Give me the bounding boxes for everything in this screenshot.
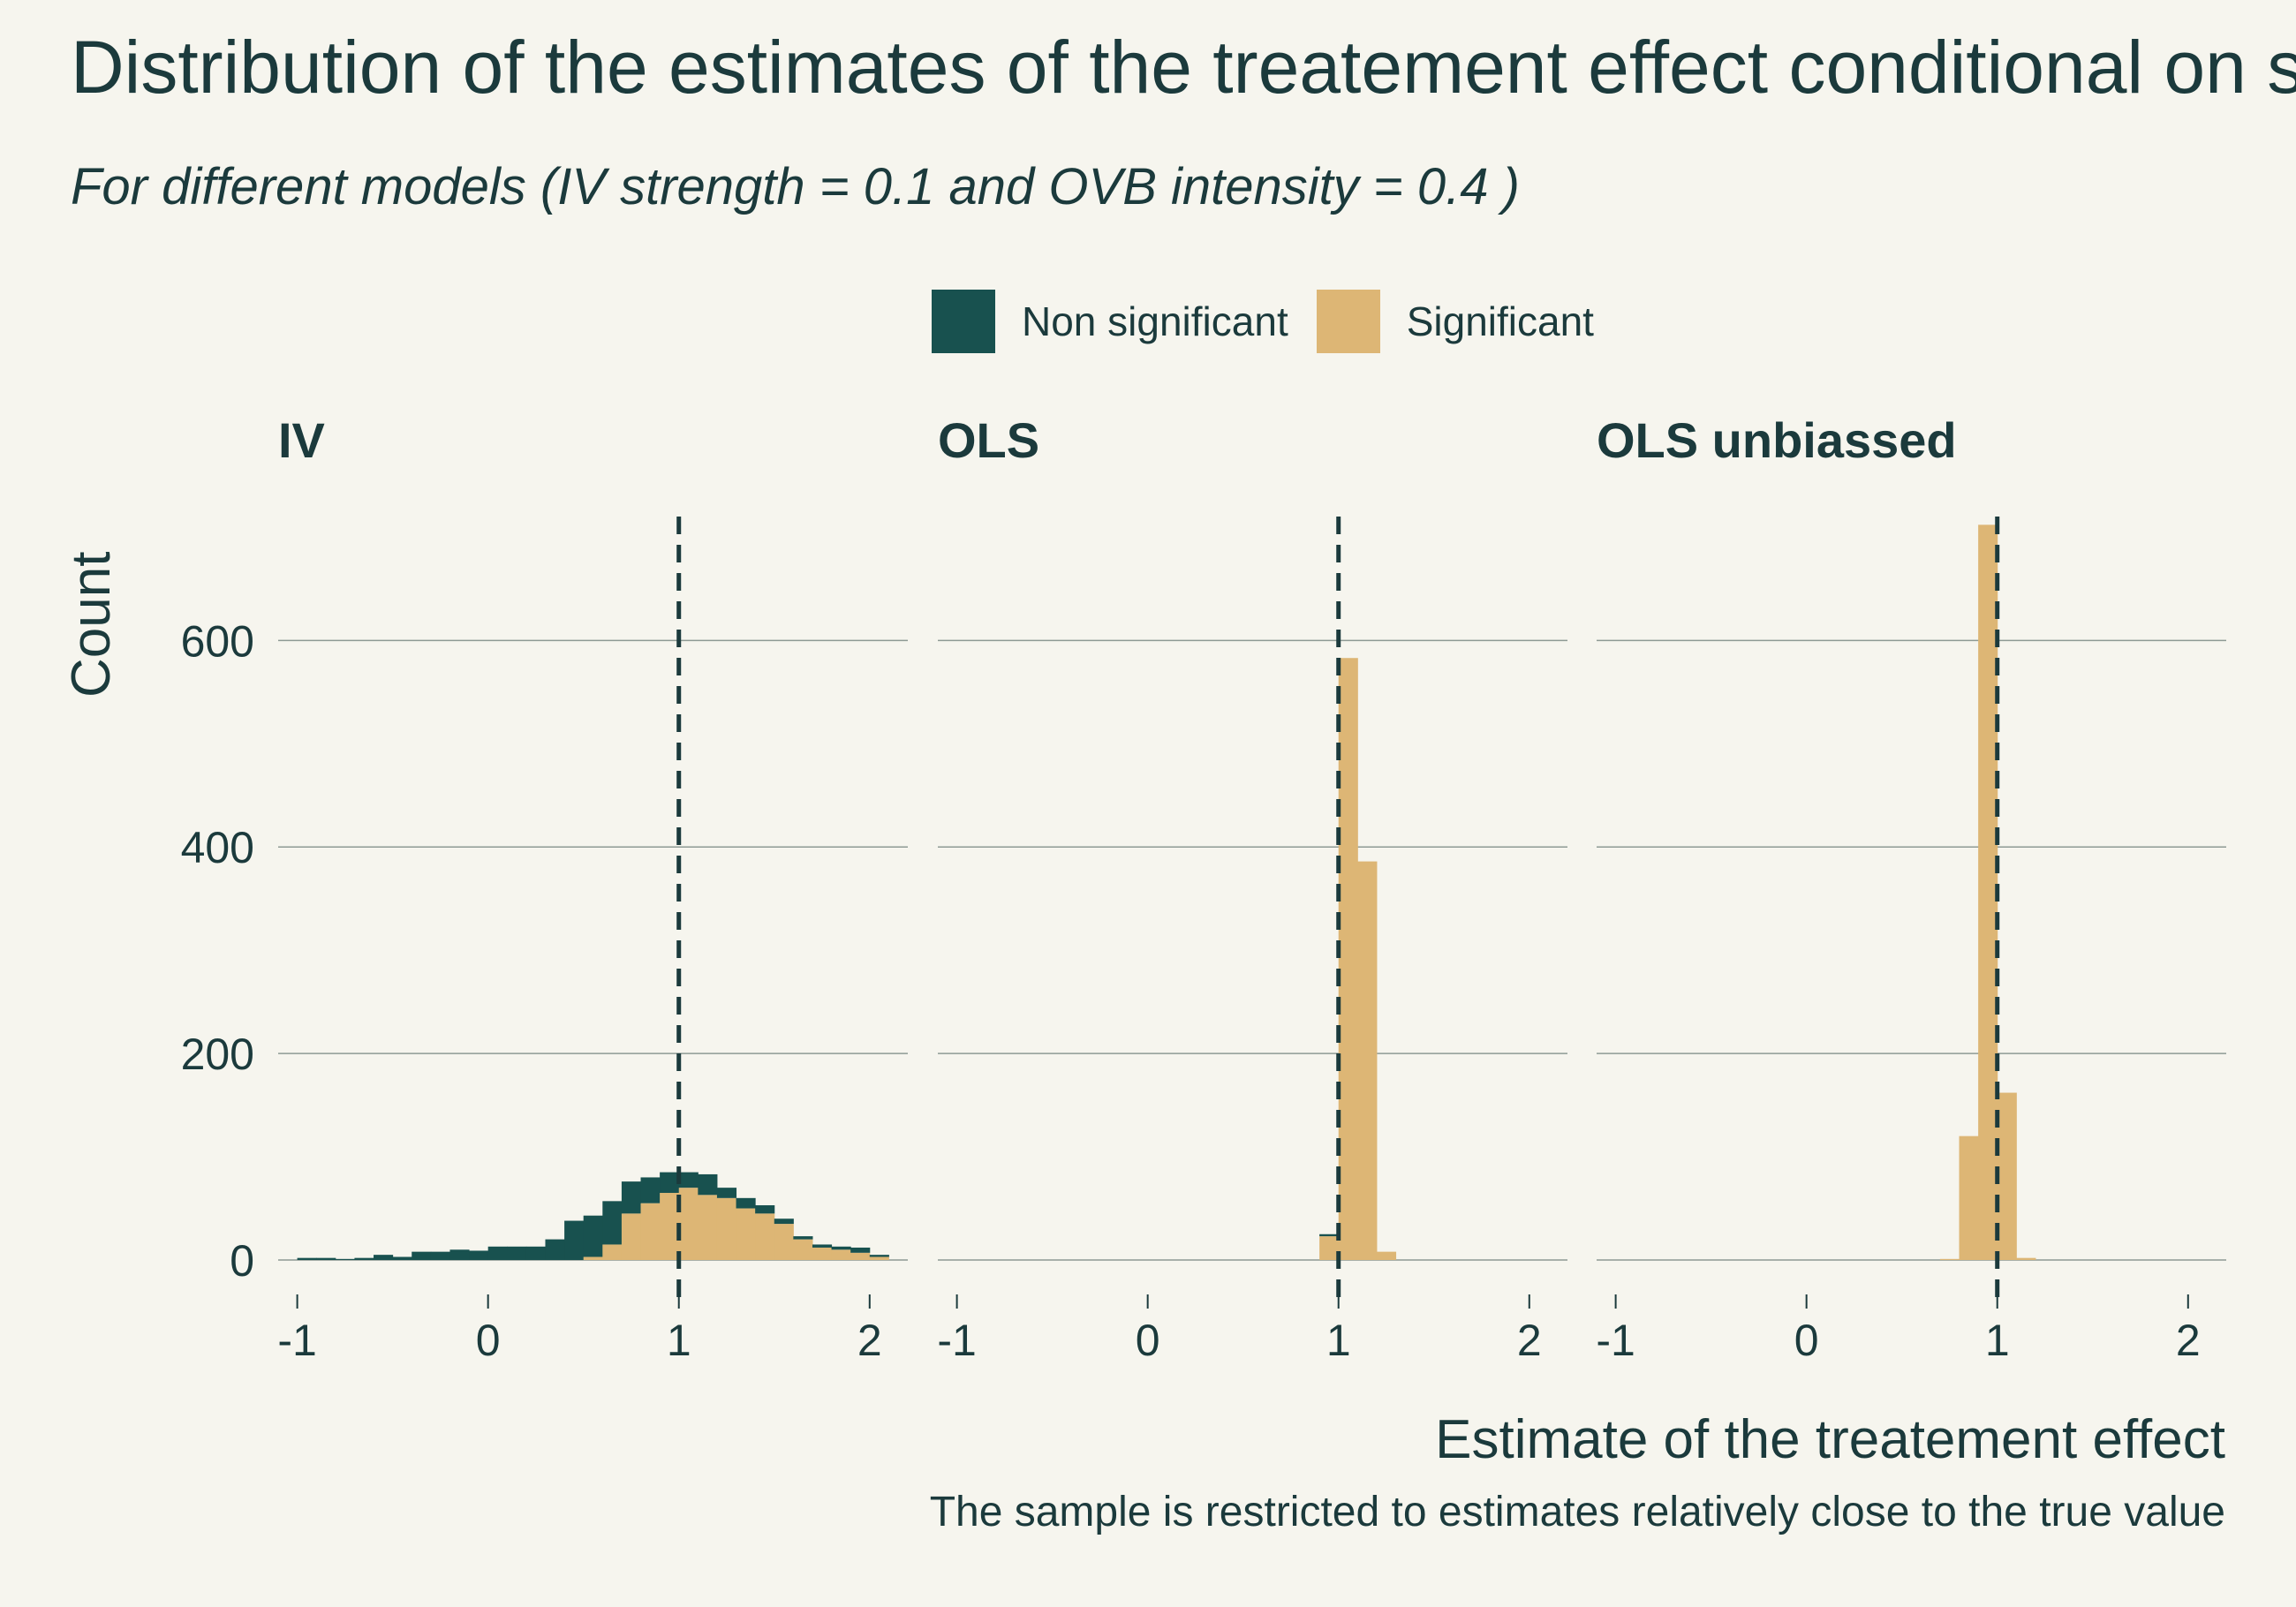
y-tick-label: 400 <box>181 823 254 872</box>
bar-non-significant <box>869 1255 889 1257</box>
bar-non-significant <box>392 1256 412 1260</box>
bar-non-significant <box>736 1197 756 1209</box>
bar-significant <box>1978 524 1998 1260</box>
chart-subtitle: For different models (IV strength = 0.1 … <box>71 158 1520 215</box>
bar-significant <box>774 1224 794 1260</box>
bar-non-significant <box>678 1172 699 1188</box>
legend-item-significant: Significant <box>1316 290 1594 353</box>
legend-swatch-significant <box>1316 290 1380 353</box>
legend-label-significant: Significant <box>1406 298 1594 344</box>
bar-significant <box>1338 658 1358 1260</box>
bar-significant <box>793 1239 813 1260</box>
x-tick-label: -1 <box>937 1316 976 1365</box>
bar-non-significant <box>507 1246 527 1260</box>
bar-significant <box>1319 1236 1340 1260</box>
bar-non-significant <box>374 1255 394 1260</box>
bar-significant <box>850 1252 871 1260</box>
x-tick-label: -1 <box>1596 1316 1635 1365</box>
bar-non-significant <box>525 1246 546 1260</box>
x-tick-label: 1 <box>1985 1316 2010 1365</box>
bar-significant <box>602 1244 623 1260</box>
panel-title: IV <box>278 412 325 468</box>
bar-non-significant <box>564 1220 585 1260</box>
bar-non-significant <box>774 1218 794 1225</box>
bar-significant <box>869 1256 889 1260</box>
x-tick-label: -1 <box>277 1316 316 1365</box>
bar-non-significant <box>793 1236 813 1240</box>
bar-significant <box>812 1247 833 1260</box>
bar-significant <box>621 1213 642 1260</box>
bar-non-significant <box>602 1201 623 1245</box>
bar-non-significant <box>354 1257 374 1260</box>
y-tick-label: 200 <box>181 1030 254 1079</box>
bar-non-significant <box>449 1249 470 1260</box>
bar-significant <box>2016 1257 2036 1260</box>
bar-significant <box>660 1192 680 1260</box>
bar-non-significant <box>430 1251 450 1260</box>
bar-non-significant <box>316 1257 336 1260</box>
bar-significant <box>640 1203 661 1260</box>
legend-item-non-significant: Non significant <box>932 290 1288 353</box>
bar-significant <box>1357 861 1378 1260</box>
bar-significant <box>1376 1251 1397 1260</box>
panel-title: OLS unbiassed <box>1597 412 1957 468</box>
bar-non-significant <box>698 1173 718 1196</box>
bar-non-significant <box>1319 1234 1340 1237</box>
bar-significant <box>831 1249 851 1260</box>
bar-significant <box>1997 1092 2017 1260</box>
bar-significant <box>716 1197 737 1260</box>
x-tick-label: 0 <box>1136 1316 1160 1365</box>
bar-non-significant <box>621 1181 642 1214</box>
bar-non-significant <box>487 1246 508 1260</box>
x-tick-label: 2 <box>857 1316 882 1365</box>
bar-significant <box>755 1213 775 1260</box>
bar-significant <box>698 1195 718 1260</box>
y-tick-label: 0 <box>230 1236 254 1286</box>
bar-non-significant <box>640 1177 661 1203</box>
x-tick-label: 1 <box>667 1316 691 1365</box>
bar-non-significant <box>412 1251 432 1260</box>
x-tick-label: 2 <box>1517 1316 1542 1365</box>
y-tick-label: 600 <box>181 616 254 666</box>
bar-non-significant <box>297 1257 317 1260</box>
bar-non-significant <box>812 1244 833 1248</box>
bar-significant <box>583 1256 603 1260</box>
bar-significant <box>736 1208 756 1260</box>
x-tick-label: 2 <box>2176 1316 2201 1365</box>
bar-non-significant <box>755 1205 775 1214</box>
legend: Non significant Significant <box>932 290 1622 353</box>
bar-non-significant <box>660 1172 680 1193</box>
bar-non-significant <box>545 1239 565 1260</box>
bar-significant <box>1959 1135 1979 1260</box>
panel-title: OLS <box>938 412 1039 468</box>
bar-non-significant <box>335 1258 355 1260</box>
chart-caption: The sample is restricted to estimates re… <box>929 1489 2225 1535</box>
bar-non-significant <box>583 1215 603 1257</box>
bar-non-significant <box>850 1247 871 1253</box>
legend-label-non-significant: Non significant <box>1022 298 1288 344</box>
bar-non-significant <box>469 1250 489 1260</box>
bar-significant <box>678 1188 699 1260</box>
x-tick-label: 0 <box>476 1316 501 1365</box>
legend-swatch-non-significant <box>932 290 995 353</box>
bar-non-significant <box>716 1188 737 1198</box>
chart-title: Distribution of the estimates of the tre… <box>71 26 2296 109</box>
x-axis-title: Estimate of the treatement effect <box>1435 1409 2225 1470</box>
x-tick-label: 0 <box>1794 1316 1819 1365</box>
bar-significant <box>1939 1258 1960 1260</box>
bar-non-significant <box>831 1246 851 1250</box>
x-tick-label: 1 <box>1326 1316 1351 1365</box>
